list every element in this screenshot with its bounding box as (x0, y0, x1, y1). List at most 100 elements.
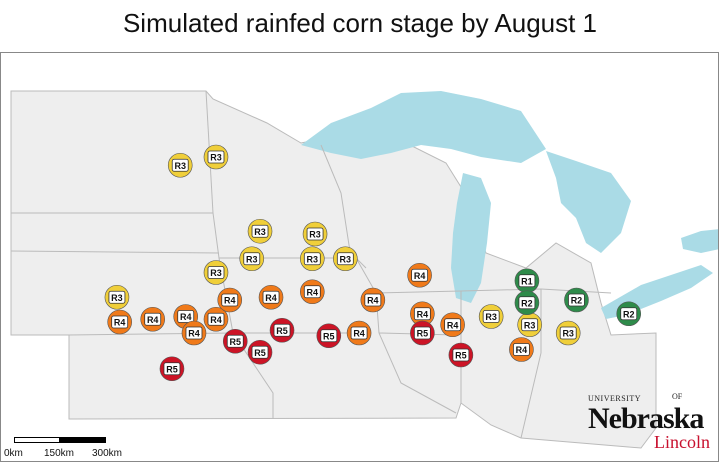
station-marker-r3: R3 (478, 304, 504, 329)
state-border-8 (375, 290, 462, 294)
station-label: R4 (188, 329, 200, 339)
station-label: R2 (623, 309, 635, 319)
station-marker-r4: R4 (107, 309, 132, 335)
station-label: R3 (309, 230, 321, 240)
scale-label-300: 300km (92, 448, 123, 459)
state-border-13 (232, 332, 274, 419)
station-label: R4 (367, 296, 379, 306)
station-marker-r3: R3 (333, 246, 358, 272)
station-marker-r5: R5 (410, 320, 435, 346)
station-label: R1 (521, 276, 533, 286)
station-marker-r3: R3 (302, 221, 328, 247)
state-borders-layer (10, 90, 612, 439)
station-marker-r3: R3 (239, 246, 265, 272)
station-label: R4 (307, 287, 319, 297)
station-label: R5 (166, 364, 178, 374)
station-label: R4 (147, 315, 159, 325)
station-marker-r3: R3 (517, 312, 542, 338)
station-marker-r5: R5 (247, 339, 273, 365)
station-label: R2 (571, 296, 583, 306)
lake-4 (681, 229, 718, 253)
station-label: R4 (353, 329, 365, 339)
station-label: R4 (516, 345, 528, 355)
station-label-box (518, 296, 536, 310)
station-label: R3 (524, 320, 536, 330)
station-label: R3 (562, 329, 574, 339)
station-marker-r3: R3 (299, 246, 325, 272)
logo-nebraska: Nebraska (588, 402, 704, 435)
station-label-box (251, 345, 269, 359)
station-label-box (177, 310, 195, 323)
station-label-box (144, 312, 162, 326)
station-label: R2 (521, 298, 533, 308)
scale-segment-1 (14, 437, 60, 443)
station-label: R3 (340, 254, 352, 264)
station-label-box (207, 312, 225, 326)
station-label: R3 (254, 227, 266, 237)
station-label-box (336, 252, 354, 266)
station-label-box (513, 343, 530, 356)
station-label-box (320, 329, 338, 343)
station-label-box (452, 348, 470, 362)
station-marker-r4: R4 (258, 284, 284, 310)
station-label: R3 (246, 254, 258, 264)
station-label-box (482, 310, 500, 323)
state-border-15 (320, 144, 352, 259)
station-label: R3 (210, 268, 222, 278)
station-marker-r3: R3 (203, 144, 229, 170)
station-marker-r4: R4 (440, 312, 465, 338)
state-border-14 (378, 332, 457, 414)
station-label-box (521, 318, 539, 332)
scale-label-0: 0km (4, 448, 23, 459)
station-marker-r2: R2 (564, 287, 589, 313)
state-border-2 (212, 212, 367, 269)
station-label: R5 (417, 329, 429, 339)
station-label-box (518, 274, 536, 288)
station-marker-r3: R3 (167, 152, 193, 178)
station-label-box (413, 307, 431, 321)
state-border-12 (520, 352, 542, 439)
station-label: R3 (485, 312, 497, 322)
station-marker-r5: R5 (316, 323, 342, 349)
station-marker-r3: R3 (104, 284, 130, 310)
station-marker-r1: R1 (514, 268, 540, 294)
station-label-box (559, 326, 577, 340)
station-marker-r4: R4 (299, 279, 325, 305)
station-marker-r2: R2 (616, 301, 642, 327)
station-label: R4 (447, 320, 459, 330)
logo-university: UNIVERSITY (588, 394, 641, 403)
station-label: R4 (265, 293, 277, 303)
station-marker-r4: R4 (217, 287, 243, 313)
station-label: R4 (210, 315, 222, 325)
station-label-box (413, 326, 431, 340)
station-marker-r4: R4 (360, 287, 386, 313)
station-label-box (444, 318, 462, 332)
station-label-box (111, 315, 129, 329)
station-marker-r4: R4 (203, 306, 229, 332)
station-marker-r5: R5 (159, 356, 185, 382)
station-label-box (163, 362, 181, 376)
station-label-box (251, 224, 269, 238)
station-marker-r4: R4 (346, 320, 372, 346)
logo-lincoln: Lincoln (654, 432, 710, 452)
station-label-box (243, 252, 261, 266)
station-label-box (568, 293, 585, 307)
station-marker-r3: R3 (203, 260, 229, 285)
station-label-box (171, 158, 189, 172)
lake-0 (301, 91, 546, 163)
scale-label-150: 150km (44, 448, 75, 459)
station-marker-r3: R3 (555, 320, 581, 346)
scale-segment-2 (60, 437, 106, 443)
station-marker-r4: R4 (509, 337, 534, 362)
lake-1 (451, 173, 491, 303)
station-marker-r5: R5 (269, 317, 295, 343)
station-label-box (273, 323, 291, 337)
station-label: R3 (210, 153, 222, 163)
station-label: R3 (307, 254, 319, 264)
station-label: R5 (229, 337, 241, 347)
station-label-box (364, 293, 382, 307)
station-label: R4 (180, 312, 192, 322)
station-marker-r4: R4 (181, 320, 207, 346)
